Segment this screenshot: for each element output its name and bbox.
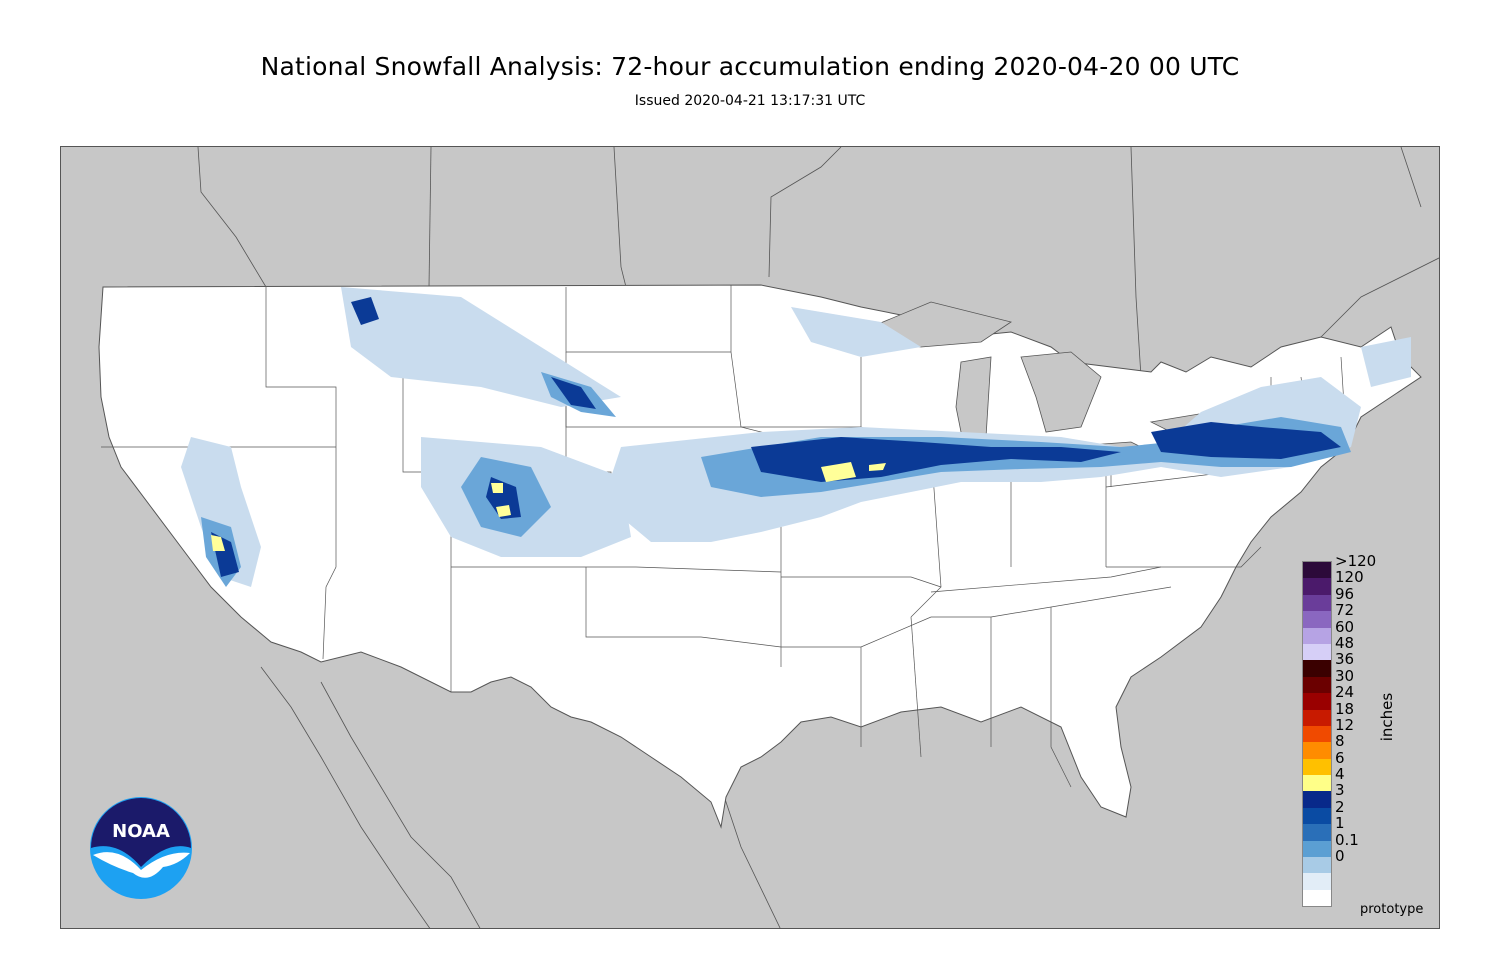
legend-label: 4 bbox=[1335, 765, 1345, 784]
legend-swatch bbox=[1303, 611, 1331, 628]
map-title: National Snowfall Analysis: 72-hour accu… bbox=[260, 52, 1240, 81]
legend-label: >120 bbox=[1335, 552, 1377, 570]
legend-label: 2 bbox=[1335, 797, 1345, 816]
legend-swatch bbox=[1303, 840, 1331, 858]
legend-swatch bbox=[1303, 709, 1331, 726]
legend-label: 48 bbox=[1335, 633, 1355, 652]
legend-label: 120 bbox=[1335, 568, 1364, 587]
legend-label: 0.1 bbox=[1335, 830, 1359, 849]
legend-swatch bbox=[1303, 578, 1331, 595]
legend-label: 6 bbox=[1335, 748, 1345, 767]
legend-swatch bbox=[1303, 643, 1331, 661]
legend-label: 8 bbox=[1335, 732, 1345, 751]
legend-swatch bbox=[1303, 660, 1331, 677]
legend-swatch bbox=[1303, 775, 1331, 792]
legend-label: 96 bbox=[1335, 584, 1355, 603]
legend-label: 18 bbox=[1335, 699, 1355, 718]
legend-swatch bbox=[1303, 594, 1331, 612]
legend-label: 3 bbox=[1335, 781, 1345, 800]
province-boundaries bbox=[197, 147, 1439, 378]
snowfall-map[interactable] bbox=[60, 146, 1440, 929]
legend-swatch bbox=[1303, 725, 1331, 743]
legend-label: 0 bbox=[1335, 847, 1345, 866]
legend-swatch bbox=[1303, 889, 1331, 907]
legend-label: 30 bbox=[1335, 666, 1355, 685]
legend-swatch bbox=[1303, 857, 1331, 874]
legend-label: 1 bbox=[1335, 814, 1345, 833]
legend-swatch bbox=[1303, 824, 1331, 841]
legend-label: 24 bbox=[1335, 683, 1355, 702]
legend-label: 72 bbox=[1335, 601, 1355, 620]
legend-label: 36 bbox=[1335, 650, 1355, 669]
legend-swatch bbox=[1303, 693, 1331, 710]
noaa-logo-text: NOAA bbox=[112, 821, 170, 842]
legend-swatch bbox=[1303, 627, 1331, 644]
legend-swatch bbox=[1303, 742, 1331, 759]
conus-landmass bbox=[98, 284, 1422, 829]
legend-label: 60 bbox=[1335, 617, 1355, 636]
issued-timestamp: Issued 2020-04-21 13:17:31 UTC bbox=[634, 93, 866, 109]
baja-coastline bbox=[260, 666, 431, 928]
noaa-logo: NOAA bbox=[90, 797, 192, 899]
prototype-note: prototype bbox=[1360, 902, 1424, 917]
legend-swatch bbox=[1303, 807, 1331, 825]
legend-labels: >120 120 96 72 60 48 36 30 24 18 12 8 6 … bbox=[1335, 552, 1377, 866]
legend-units: inches bbox=[1378, 692, 1396, 742]
legend-swatch bbox=[1303, 676, 1331, 694]
mexico-coastline bbox=[320, 681, 481, 928]
legend-swatch bbox=[1303, 562, 1331, 579]
snowfall-contours bbox=[181, 287, 1411, 587]
legend-colorbar bbox=[1302, 561, 1332, 908]
legend-swatch bbox=[1303, 873, 1331, 890]
legend-swatch bbox=[1303, 791, 1331, 808]
legend-label: 12 bbox=[1335, 715, 1355, 734]
legend-swatch bbox=[1303, 758, 1331, 776]
